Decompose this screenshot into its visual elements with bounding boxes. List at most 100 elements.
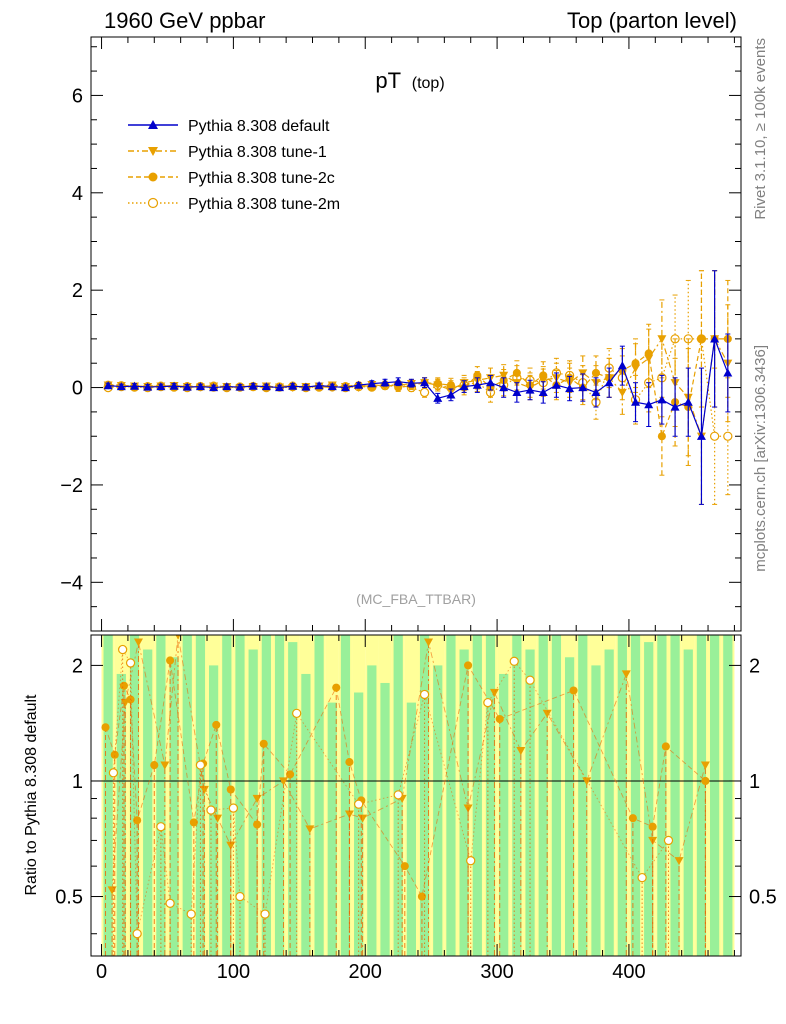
uncertainty-band-inner [564,657,575,956]
ratio-point [132,929,142,939]
ratio-point [110,750,119,759]
ratio-point [119,681,129,690]
uncertainty-band-inner [604,649,614,956]
data-point [565,384,575,393]
ratio-series-pythia-8-308-tune-2c [101,656,710,956]
data-point [697,334,706,343]
ratio-ytick-label-right: 0.5 [749,887,777,909]
ratio-data-layer [91,635,741,956]
ratio-point [186,909,196,919]
legend: Pythia 8.308 default Pythia 8.308 tune-1 P… [128,118,340,213]
uncertainty-band-inner [301,673,311,956]
data-point [617,361,627,370]
data-point [723,368,733,377]
ratio-ylabel: Ratio to Pythia 8.308 default [23,694,40,896]
data-point [143,382,153,391]
ratio-point [332,683,341,692]
ratio-point [663,835,674,846]
data-point [446,390,456,399]
data-point [551,380,561,389]
uncertainty-band-inner [103,635,113,956]
data-point [288,381,298,390]
ratio-point [166,656,175,665]
uncertainty-band-inner [182,635,192,956]
chart-title-sub: (top) [412,75,445,92]
ratio-point [483,697,493,708]
legend-label: Pythia 8.308 tune-1 [188,144,327,161]
ratio-point [393,790,403,800]
ratio-point [700,761,710,770]
data-point [710,334,720,343]
ratio-frame [90,634,742,957]
ratio-point [424,638,434,647]
data-point [644,354,654,363]
ratio-point [466,856,476,866]
data-point [670,402,680,411]
data-point [222,382,232,391]
data-point [327,382,337,391]
data-point [578,369,588,378]
data-point [275,383,285,392]
ratio-line [112,648,669,934]
ratio-point [621,670,631,679]
ratio-point [701,776,710,786]
data-point [525,385,535,394]
legend-marker [147,197,159,209]
ratio-point [661,742,670,751]
data-point [248,381,258,390]
watermark: (MC_FBA_TTBAR) [356,591,476,607]
ratio-line [105,660,706,898]
uncertainty-band-inner [143,649,153,956]
data-point [314,381,324,390]
uncertainty-band-inner [314,635,324,956]
ratio-point [417,892,426,901]
ratio-xtick-label: 200 [349,961,382,983]
data-point [499,371,509,380]
ratio-point [206,805,216,815]
ratio-point [464,661,473,670]
uncertainty-band-inner [723,635,733,956]
ratio-point [516,746,526,756]
data-point [617,388,627,397]
data-point [116,382,126,391]
ratio-point [278,777,288,786]
header-left: 1960 GeV ppbar [104,8,265,33]
uncertainty-band-inner [222,635,232,956]
data-point [169,381,179,390]
main-ytick-label: 0 [72,378,83,400]
uncertainty-band-inner [288,642,298,956]
uncertainty-band-inner [354,692,364,956]
data-point [393,377,403,386]
uncertainty-band-inner [261,635,271,956]
ratio-ytick-label: 2 [72,655,83,677]
ratio-point [226,785,235,794]
uncertainty-band-inner [156,635,166,956]
data-point [156,382,166,391]
uncertainty-band-inner [367,665,377,956]
ratio-point [175,635,181,640]
data-point [235,382,245,391]
data-point [367,379,377,388]
mcplots-label: mcplots.cern.ch [arXiv:1306.3436] [752,345,769,572]
uncertainty-band-inner [696,635,707,956]
chart-title: pT (top) [375,68,444,93]
data-point [195,382,205,391]
ratio-point [117,644,128,655]
data-point [130,381,140,390]
ratio-xtick-label: 100 [217,961,250,983]
uncertainty-band-inner [327,702,337,956]
ratio-point [419,689,430,700]
ratio-point [344,810,354,819]
ratio-point [259,739,268,748]
data-point [604,378,614,387]
data-point [472,380,482,389]
ratio-point [286,770,295,779]
rivet-label: Rivet 3.1.10, ≥ 100k events [752,38,769,220]
data-point [406,378,416,387]
data-point [301,382,311,391]
ratio-line [111,635,706,891]
data-point [723,431,733,441]
data-point [512,387,522,397]
ratio-point [495,714,504,724]
